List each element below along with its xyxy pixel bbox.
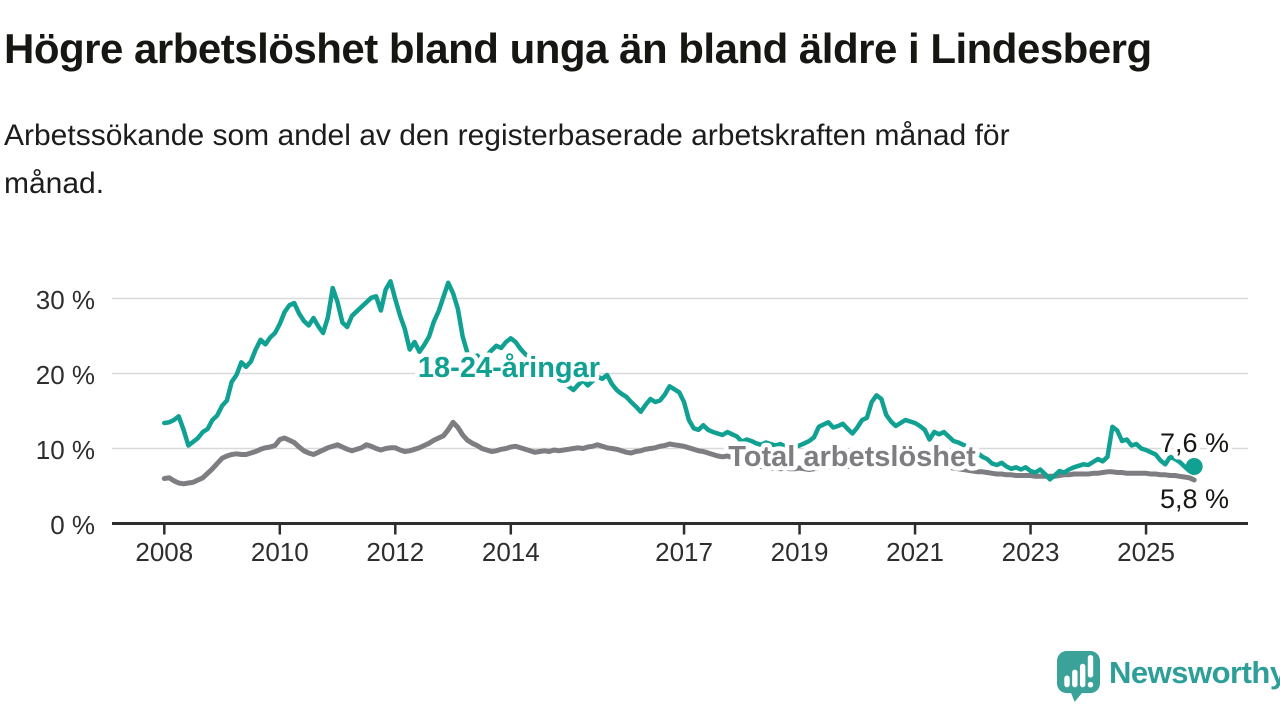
unemployment-line-chart: 0 % 10 % 20 % 30 % 2008 2010 2012 2014 2017 2019 2…	[36, 279, 1248, 567]
x-axis-tick-label: 2017	[655, 537, 713, 567]
end-value-label-youth: 7,6 %	[1160, 428, 1229, 458]
x-axis-tick-label: 2008	[135, 537, 193, 567]
page-subtitle: Arbetssökande som andel av den registerb…	[4, 112, 1204, 208]
series-label-youth: 18-24-åringar	[418, 352, 600, 384]
y-axis-tick-label: 10 %	[36, 435, 95, 465]
y-axis-tick-label: 30 %	[36, 285, 95, 315]
bar-2	[1072, 669, 1078, 688]
exclamation-bar	[1087, 654, 1094, 678]
page-subtitle-line2: månad.	[4, 167, 105, 200]
x-axis-tick-label: 2010	[251, 537, 309, 567]
x-axis-tick-label: 2014	[482, 537, 540, 567]
x-axis-tick-label: 2019	[771, 537, 829, 567]
page-title: Högre arbetslöshet bland unga än bland ä…	[4, 25, 1152, 72]
x-axis-tick-label: 2025	[1117, 537, 1175, 567]
newsworthy-logo-text: Newsworthy	[1109, 655, 1280, 690]
end-value-label-total: 5,8 %	[1160, 484, 1229, 514]
series-label-total: Total arbetslöshet	[728, 441, 976, 473]
newsworthy-logo: Newsworthy	[1056, 650, 1280, 702]
bar-3	[1079, 663, 1086, 688]
x-axis-tick-label: 2012	[366, 537, 424, 567]
end-point-marker	[1185, 458, 1203, 475]
y-axis-tick-label: 20 %	[36, 360, 95, 390]
series-line-youth	[162, 279, 1197, 482]
speech-bubble-shape	[1056, 651, 1101, 702]
newsworthy-logo-icon	[1056, 651, 1101, 702]
series-line-total	[161, 419, 1197, 487]
x-axis-tick-label: 2023	[1002, 537, 1060, 567]
page-subtitle-line1: Arbetssökande som andel av den registerb…	[4, 119, 1010, 152]
bar-1	[1064, 675, 1070, 688]
exclamation-dot	[1087, 681, 1094, 688]
x-axis-tick-label: 2021	[886, 537, 944, 567]
y-axis-tick-label: 0 %	[50, 510, 95, 540]
